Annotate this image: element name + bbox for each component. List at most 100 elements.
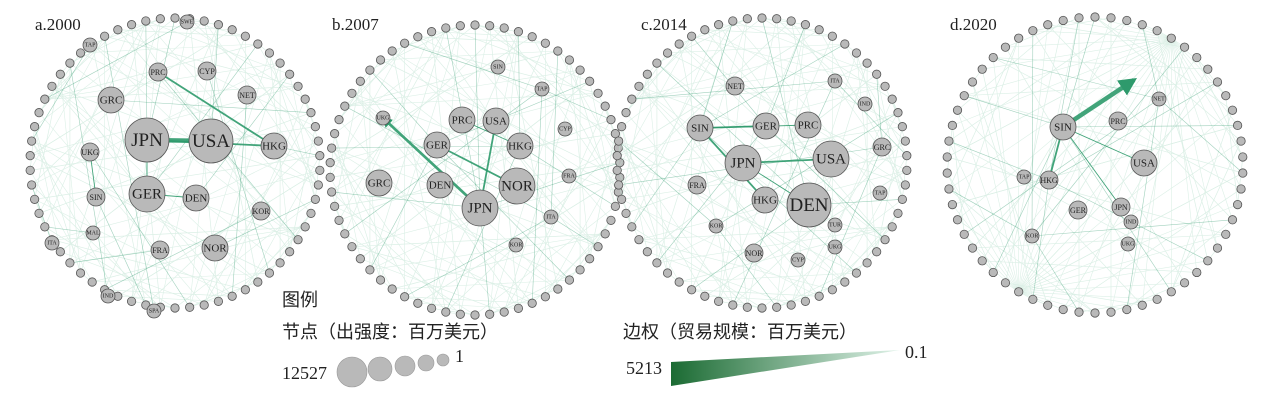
faint-edge — [621, 155, 907, 200]
node-label: JPN — [1114, 203, 1128, 212]
ring-node — [1152, 294, 1162, 304]
faint-edge — [1047, 24, 1233, 221]
faint-edge — [982, 37, 1172, 70]
node-nor: NOR — [744, 243, 764, 263]
ring-node — [642, 69, 652, 79]
ring-node — [347, 242, 357, 252]
edge — [818, 146, 883, 297]
node-label: KOR — [510, 243, 523, 249]
faint-edge — [761, 17, 806, 25]
node-sin: SIN — [1049, 113, 1077, 141]
ring-node — [772, 302, 782, 312]
ring-node — [240, 285, 250, 295]
edge — [631, 127, 701, 228]
faint-edge — [44, 62, 281, 100]
ring-node — [1000, 42, 1011, 52]
edge — [1062, 16, 1096, 128]
faint-edge — [805, 99, 893, 302]
faint-edge — [531, 233, 606, 304]
node-label: DEN — [185, 193, 208, 205]
node-circle — [872, 185, 888, 201]
faint-edge — [948, 188, 1096, 314]
node-circle — [794, 111, 822, 139]
faint-edge — [1094, 16, 1242, 142]
ring-node — [455, 309, 465, 319]
faint-edge — [1171, 38, 1242, 190]
edge — [214, 199, 316, 249]
ring-node — [100, 31, 110, 41]
ring-node — [862, 58, 872, 68]
faint-edge — [338, 119, 612, 221]
faint-edge — [31, 140, 147, 306]
faint-edge — [351, 246, 546, 298]
node-circle — [146, 303, 162, 319]
ring-node — [614, 180, 624, 190]
ring-node — [944, 136, 954, 146]
faint-edge — [569, 59, 616, 207]
node-net: NET — [1151, 91, 1167, 107]
ring-node — [87, 277, 97, 287]
ring-node — [617, 122, 627, 132]
faint-edge — [1018, 260, 1208, 293]
node-label: KOR — [1026, 234, 1039, 240]
ring-nodes — [612, 13, 912, 313]
ring-nodes — [25, 13, 325, 313]
node-circle — [1111, 197, 1131, 217]
faint-edge — [1032, 30, 1185, 284]
edge — [541, 88, 612, 120]
faint-edge — [1225, 95, 1238, 205]
edge — [31, 44, 91, 142]
edge — [531, 88, 543, 304]
node-circle — [1068, 200, 1088, 220]
edge-hkg-prc — [156, 71, 275, 147]
node-circle — [827, 73, 843, 89]
faint-edge — [952, 204, 1019, 292]
node-ind: IND — [857, 96, 873, 112]
node-circle — [744, 243, 764, 263]
faint-edge — [589, 81, 616, 207]
faint-edge — [964, 81, 1218, 97]
faint-edge — [44, 226, 176, 309]
faint-edge — [51, 85, 319, 186]
edge-usa-sin — [1062, 126, 1145, 164]
faint-edge — [832, 213, 899, 291]
faint-edge — [34, 199, 233, 297]
faint-edge — [344, 92, 599, 107]
node-label: PRC — [798, 120, 819, 132]
faint-edge — [1018, 291, 1127, 310]
edge — [550, 50, 559, 218]
faint-edge — [631, 226, 763, 309]
node-label: GRC — [368, 178, 391, 190]
faint-edge — [621, 17, 763, 127]
node-label: NOR — [203, 243, 227, 255]
faint-edge — [776, 262, 868, 308]
ring-node — [1203, 256, 1213, 266]
ring-node — [585, 76, 595, 86]
ring-node — [126, 296, 137, 306]
node-ita: ITA — [827, 73, 843, 89]
node-den: DEN — [786, 182, 832, 228]
faint-edge — [417, 36, 616, 134]
faint-edge — [982, 260, 1197, 273]
node-ger: GER — [423, 131, 451, 159]
node-fra: FRA — [561, 168, 577, 184]
ring-node — [642, 247, 652, 257]
ring-node — [441, 23, 451, 33]
faint-edge — [1141, 38, 1172, 306]
ring-node — [499, 23, 509, 33]
ring-node — [674, 277, 684, 287]
faint-edge — [557, 50, 621, 163]
node-ukg: UKG — [80, 142, 100, 162]
ring-node — [959, 91, 969, 101]
edge — [948, 140, 1050, 181]
node-circle — [82, 37, 98, 53]
ring-node — [1233, 199, 1243, 210]
node-label: FRA — [563, 174, 575, 180]
node-jpn: JPN — [724, 144, 762, 182]
faint-edge — [621, 74, 648, 200]
node-label: TUR — [829, 223, 841, 229]
faint-edge — [269, 52, 316, 200]
faint-edge — [621, 199, 820, 297]
ring-node — [988, 267, 998, 278]
faint-edge — [656, 140, 906, 264]
